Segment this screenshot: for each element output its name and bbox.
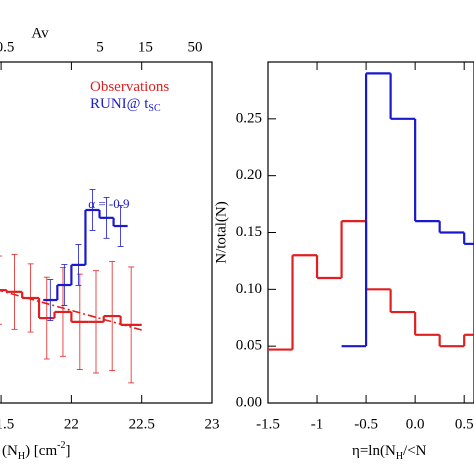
y-tick-label: 0.15 [236, 224, 262, 240]
label-part: η=ln(N [352, 443, 396, 459]
x-tick-label: 23 [205, 416, 220, 432]
subscript: H [396, 451, 403, 462]
y-tick-label: 0.25 [236, 110, 262, 126]
x2-tick-label: 15 [138, 39, 153, 55]
y-tick-label: 0.20 [236, 167, 262, 183]
x2-tick-label: 0.5 [0, 39, 14, 55]
annotation: α = -0.9 [88, 196, 129, 211]
x-tick-label: 0.0 [406, 416, 425, 432]
plot-area [268, 72, 474, 351]
legend-entry: Observations [90, 79, 169, 95]
x-tick-label: -1.5 [256, 416, 280, 432]
y-tick-label: 0.10 [236, 281, 262, 297]
label-part: /<N [403, 443, 427, 459]
x-tick-label: -0.5 [354, 416, 378, 432]
legend-subscript: SC [148, 103, 161, 114]
plot-area [0, 189, 142, 384]
x-tick-label: 22 [64, 416, 79, 432]
label-part: ] [65, 443, 70, 459]
x-tick-label: 21.5 [0, 416, 14, 432]
x-tick-label: 0.5 [455, 416, 474, 432]
x-axis-label: (NH) [cm-2] [2, 440, 70, 462]
x2-tick-label: 5 [96, 39, 104, 55]
x2-axis-label: Av [31, 25, 49, 41]
label-part: (N [2, 443, 18, 459]
x-tick-label: 22.5 [129, 416, 155, 432]
legend-entry: RUNI@ tSC [90, 96, 161, 114]
legend-name: Observations [90, 79, 169, 95]
x-axis-label: η=ln(NH/<N [352, 443, 427, 462]
x-tick-label: -1 [311, 416, 324, 432]
plot-frame [0, 61, 213, 404]
label-part: ) [cm [25, 443, 57, 459]
fit-line [0, 289, 142, 331]
y-tick-label: 0.05 [236, 338, 262, 354]
subscript: H [18, 451, 25, 462]
y-axis-label: N/total(N) [213, 201, 229, 263]
y-tick-label: 0.00 [236, 394, 262, 410]
superscript: -2 [57, 440, 65, 451]
x2-tick-label: 50 [187, 39, 202, 55]
legend-name: RUNI@ t [90, 96, 149, 112]
